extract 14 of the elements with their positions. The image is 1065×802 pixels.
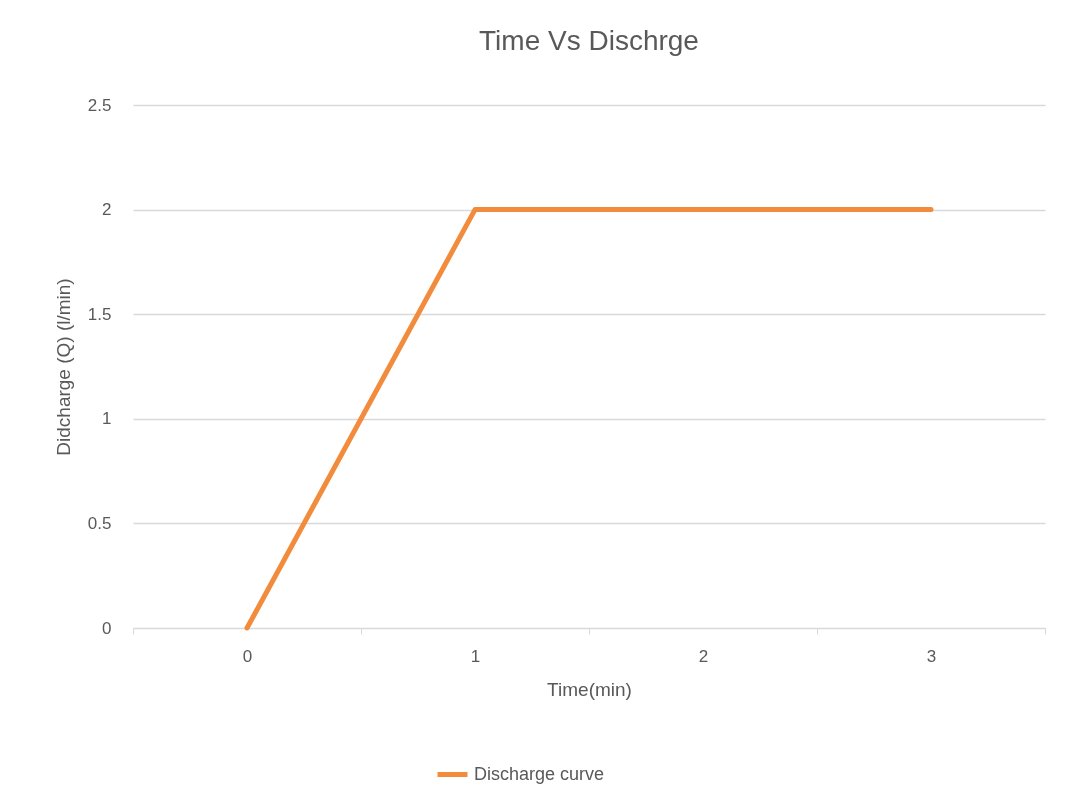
- x-tick-label: 3: [926, 646, 937, 666]
- x-tick-label: 2: [698, 646, 709, 666]
- y-tick-label: 1.5: [87, 304, 112, 324]
- chart-title: Time Vs Dischrge: [479, 25, 699, 56]
- x-tick-label: 0: [242, 646, 253, 666]
- x-tick-label: 1: [470, 646, 481, 666]
- y-tick-label: 0: [102, 618, 112, 638]
- y-tick-label: 0.5: [87, 513, 112, 533]
- legend-label: Discharge curve: [474, 763, 605, 784]
- x-axis-title: Time(min): [547, 678, 632, 700]
- y-tick-label: 1: [102, 409, 112, 429]
- y-axis-title: Didcharge (Q) (l/min): [52, 278, 74, 456]
- y-tick-label: 2: [102, 200, 112, 220]
- y-tick-label: 2.5: [87, 95, 112, 115]
